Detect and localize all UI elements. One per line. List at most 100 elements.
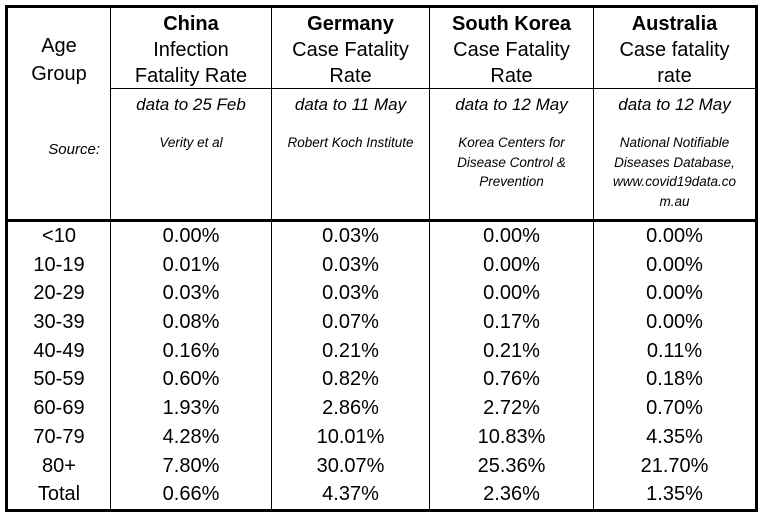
value-cell: 0.76%	[483, 368, 540, 391]
value-cell: 0.16%	[162, 339, 220, 362]
source-line: m.au	[659, 193, 690, 209]
value-cell: 10.01%	[316, 425, 385, 448]
value-cell: 0.01%	[162, 253, 220, 276]
age-group-cell: 80+	[42, 454, 76, 477]
table-body: <10 10-19 20-29 30-39 40-49 50-59 60-69 …	[8, 219, 755, 509]
data-window: data to 25 Feb	[136, 95, 246, 114]
measure-line: rate	[657, 65, 692, 87]
measure-line: Rate	[329, 65, 372, 87]
data-window: data to 12 May	[455, 95, 568, 114]
value-cell: 0.03%	[322, 282, 379, 305]
source-text: National Notifiable Diseases Database, w…	[594, 133, 755, 211]
age-header-line-2: Group	[31, 63, 87, 85]
age-header-line-1: Age	[41, 35, 77, 57]
australia-source-cell: data to 12 May National Notifiable Disea…	[594, 89, 755, 219]
source-line: Verity et al	[159, 135, 223, 150]
age-group-cell: 20-29	[33, 282, 85, 305]
age-group-cell: 50-59	[33, 368, 85, 391]
value-cell: 0.00%	[646, 282, 703, 305]
measure-line: Case Fatality	[292, 39, 409, 61]
data-window: data to 11 May	[294, 95, 407, 114]
age-group-column: <10 10-19 20-29 30-39 40-49 50-59 60-69 …	[8, 222, 111, 509]
value-cell: 0.00%	[483, 225, 540, 247]
value-cell: 0.00%	[646, 253, 703, 276]
value-cell: 0.21%	[322, 339, 379, 362]
china-values-column: 0.00% 0.01% 0.03% 0.08% 0.16% 0.60% 1.93…	[111, 222, 272, 509]
measure-line: Case Fatality	[453, 39, 570, 61]
china-source-cell: data to 25 Feb Verity et al	[111, 89, 271, 219]
value-cell: 0.70%	[646, 397, 703, 420]
germany-header: Germany Case Fatality Rate	[272, 8, 429, 89]
value-cell: 21.70%	[640, 454, 709, 477]
value-cell: 25.36%	[477, 454, 546, 477]
south-korea-header: South Korea Case Fatality Rate	[430, 8, 593, 89]
value-cell: 0.00%	[483, 253, 540, 276]
value-cell: 2.72%	[483, 397, 540, 420]
data-window: data to 12 May	[618, 95, 731, 114]
age-group-cell: <10	[42, 225, 76, 247]
source-line: Robert Koch Institute	[287, 135, 414, 150]
measure-line: Fatality Rate	[134, 65, 248, 87]
value-cell: 0.21%	[483, 339, 540, 362]
south-korea-values-column: 0.00% 0.00% 0.00% 0.17% 0.21% 0.76% 2.72…	[430, 222, 594, 509]
value-cell: 0.03%	[162, 282, 220, 305]
measure-line: Case fatality	[619, 39, 730, 61]
value-cell: 0.03%	[322, 225, 379, 247]
value-cell: 0.00%	[646, 311, 703, 334]
country-name: South Korea	[452, 13, 571, 35]
value-cell: 7.80%	[162, 454, 220, 477]
value-cell: 0.18%	[646, 368, 703, 391]
value-cell: 4.28%	[162, 425, 220, 448]
value-cell: 0.07%	[322, 311, 379, 334]
source-text: Korea Centers for Disease Control & Prev…	[430, 133, 593, 192]
value-cell: 4.37%	[322, 483, 379, 506]
country-name: Australia	[631, 13, 718, 35]
value-cell: 0.82%	[322, 368, 379, 391]
age-group-header-cell: Age Group Source:	[8, 8, 111, 219]
fatality-rate-table: Age Group Source: China Infection Fatali…	[5, 5, 758, 512]
germany-values-column: 0.03% 0.03% 0.03% 0.07% 0.21% 0.82% 2.86…	[272, 222, 430, 509]
source-text: Verity et al	[111, 133, 271, 153]
source-line: www.covid19data.co	[612, 174, 737, 189]
column-header-china: China Infection Fatality Rate data to 25…	[111, 8, 272, 219]
value-cell: 0.00%	[162, 225, 220, 247]
age-group-cell: 40-49	[33, 339, 85, 362]
value-cell: 1.35%	[646, 483, 703, 506]
south-korea-source-cell: data to 12 May Korea Centers for Disease…	[430, 89, 593, 219]
table-header: Age Group Source: China Infection Fatali…	[8, 8, 755, 219]
value-cell: 0.03%	[322, 253, 379, 276]
value-cell: 0.66%	[162, 483, 220, 506]
value-cell: 0.00%	[646, 225, 703, 247]
source-line: National Notifiable	[619, 135, 730, 150]
source-line: Diseases Database,	[614, 154, 735, 170]
australia-values-column: 0.00% 0.00% 0.00% 0.00% 0.11% 0.18% 0.70…	[594, 222, 755, 509]
country-name: Germany	[307, 13, 394, 35]
age-group-cell: 60-69	[33, 397, 85, 420]
source-line: Prevention	[479, 174, 544, 189]
source-line: Korea Centers for	[458, 135, 565, 150]
value-cell: 0.11%	[646, 339, 703, 362]
value-cell: 10.83%	[477, 425, 546, 448]
age-group-cell: 70-79	[33, 425, 85, 448]
source-label: Source:	[48, 141, 100, 158]
age-group-cell: 10-19	[33, 253, 85, 276]
source-text: Robert Koch Institute	[272, 133, 429, 153]
australia-header: Australia Case fatality rate	[594, 8, 755, 89]
value-cell: 4.35%	[646, 425, 703, 448]
country-name: China	[163, 13, 219, 35]
value-cell: 1.93%	[162, 397, 220, 420]
age-group-cell: Total	[37, 483, 81, 506]
column-header-south-korea: South Korea Case Fatality Rate data to 1…	[430, 8, 594, 219]
value-cell: 0.00%	[483, 282, 540, 305]
value-cell: 0.08%	[162, 311, 220, 334]
column-header-germany: Germany Case Fatality Rate data to 11 Ma…	[272, 8, 430, 219]
value-cell: 2.86%	[322, 397, 379, 420]
china-header: China Infection Fatality Rate	[111, 8, 271, 89]
value-cell: 30.07%	[316, 454, 385, 477]
column-header-australia: Australia Case fatality rate data to 12 …	[594, 8, 755, 219]
germany-source-cell: data to 11 May Robert Koch Institute	[272, 89, 429, 219]
value-cell: 0.17%	[483, 311, 540, 334]
age-group-cell: 30-39	[33, 311, 85, 334]
value-cell: 2.36%	[483, 483, 540, 506]
